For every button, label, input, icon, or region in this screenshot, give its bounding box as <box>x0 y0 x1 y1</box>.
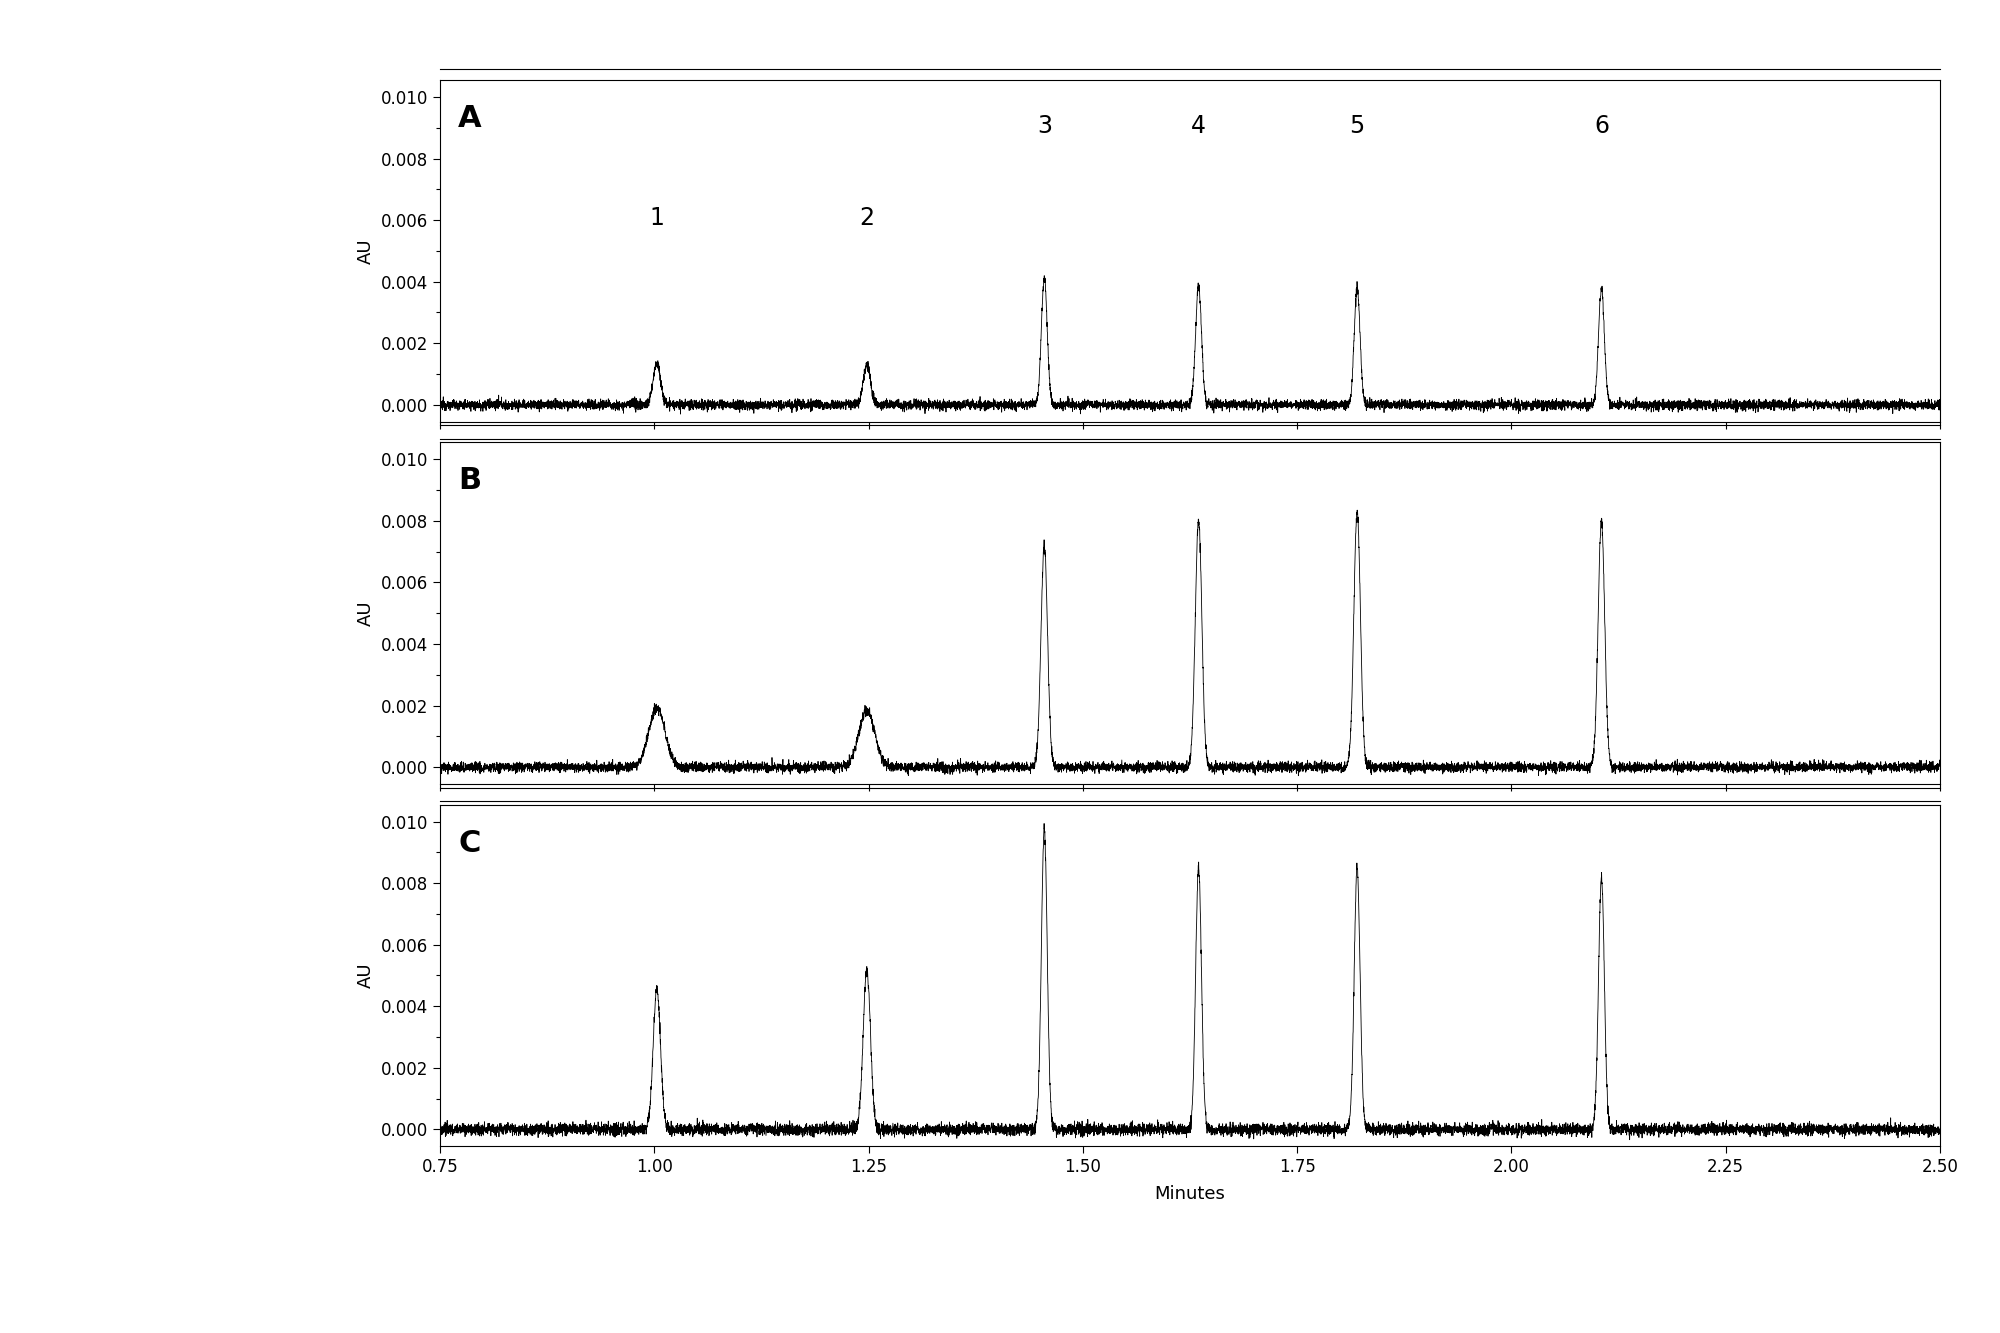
Text: 4: 4 <box>1192 115 1206 139</box>
Text: 2: 2 <box>860 207 874 231</box>
Y-axis label: AU: AU <box>358 600 376 627</box>
Text: A: A <box>458 104 482 133</box>
Text: C: C <box>458 829 480 857</box>
Text: B: B <box>458 467 482 495</box>
Y-axis label: AU: AU <box>358 962 376 988</box>
Text: 3: 3 <box>1036 115 1052 139</box>
X-axis label: Minutes: Minutes <box>1154 1185 1226 1202</box>
Text: 1: 1 <box>650 207 664 231</box>
Text: 6: 6 <box>1594 115 1608 139</box>
Y-axis label: AU: AU <box>358 239 376 264</box>
Text: 5: 5 <box>1350 115 1364 139</box>
